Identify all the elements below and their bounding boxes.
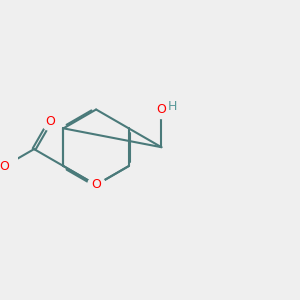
Text: O: O	[91, 178, 101, 191]
Text: H: H	[167, 100, 177, 112]
Text: O: O	[0, 160, 10, 172]
Text: O: O	[45, 115, 55, 128]
Text: O: O	[157, 103, 166, 116]
